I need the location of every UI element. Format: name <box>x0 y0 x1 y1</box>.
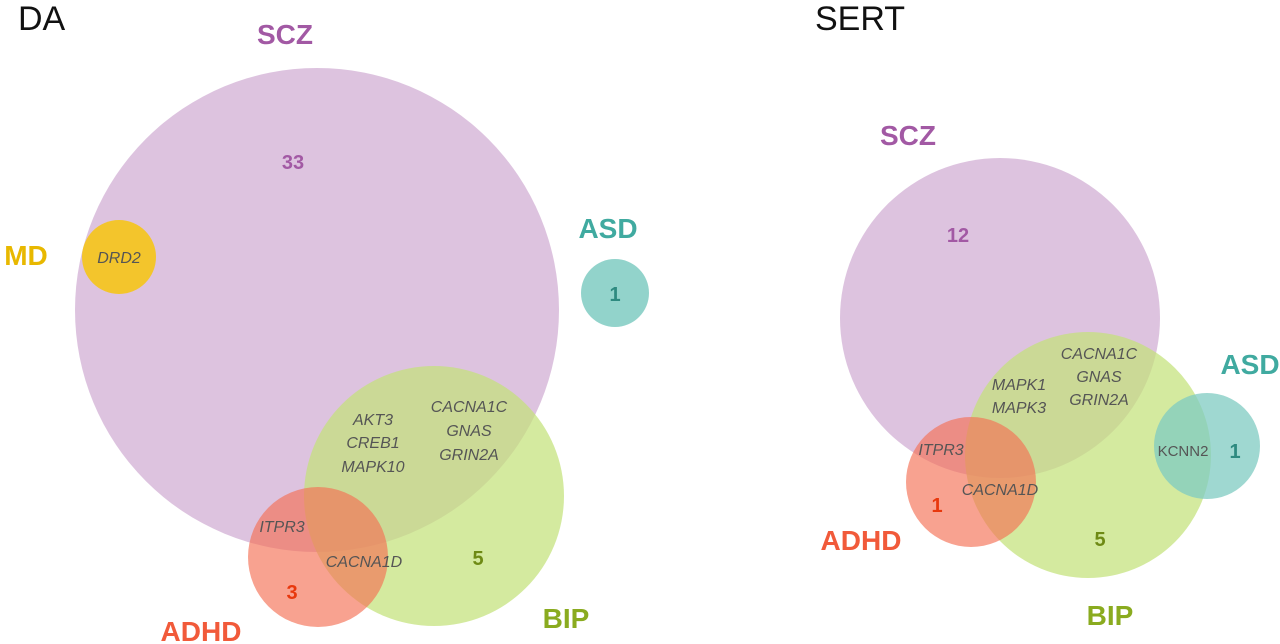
da-adhd-count: 3 <box>286 582 297 604</box>
sert-scz-adhd-gene: ITPR3 <box>918 442 963 459</box>
da-md-label: MD <box>4 240 48 271</box>
da-adhd-bip-gene: CACNA1D <box>326 554 403 571</box>
sert-scz-bip-gene-1: MAPK1 <box>992 377 1046 394</box>
sert-asd-bip-gene: KCNN2 <box>1158 443 1209 460</box>
sert-adhd-bip-gene: CACNA1D <box>962 482 1039 499</box>
da-scz-bip-gene-2: CREB1 <box>346 435 399 452</box>
sert-asd-circle <box>1154 393 1260 499</box>
da-adhd-circle <box>248 487 388 627</box>
sert-title: SERT <box>815 0 905 38</box>
sert-scz-count: 12 <box>947 225 969 247</box>
da-scz-count: 33 <box>282 152 304 174</box>
da-asd-count: 1 <box>609 284 620 306</box>
sert-adhd-label: ADHD <box>821 525 902 556</box>
da-asd-label: ASD <box>578 213 637 244</box>
sert-shared-gene-2: GNAS <box>1076 369 1122 386</box>
sert-adhd-circle <box>906 417 1036 547</box>
sert-asd-label: ASD <box>1220 349 1279 380</box>
da-shared-gene-2: GNAS <box>446 423 492 440</box>
da-adhd-label: ADHD <box>161 616 242 644</box>
da-md-gene: DRD2 <box>97 250 141 267</box>
da-bip-label: BIP <box>543 603 590 634</box>
da-scz-label: SCZ <box>257 19 313 50</box>
da-shared-gene-3: GRIN2A <box>439 447 499 464</box>
da-scz-bip-gene-3: MAPK10 <box>341 459 404 476</box>
sert-panel: SERT SCZ ASD ADHD BIP 12 1 1 5 CACNA1C G… <box>815 0 1280 631</box>
sert-scz-bip-gene-2: MAPK3 <box>992 400 1046 417</box>
sert-bip-label: BIP <box>1087 600 1134 631</box>
sert-shared-gene-3: GRIN2A <box>1069 392 1129 409</box>
sert-adhd-count: 1 <box>931 495 942 517</box>
sert-bip-count: 5 <box>1094 529 1105 551</box>
da-shared-gene-1: CACNA1C <box>431 399 508 416</box>
da-md-circle <box>82 220 156 294</box>
sert-scz-label: SCZ <box>880 120 936 151</box>
da-scz-adhd-gene: ITPR3 <box>259 519 304 536</box>
sert-bip-circle <box>965 332 1211 578</box>
da-panel: DA SCZ MD ASD ADHD BIP 33 1 3 5 DRD2 AKT… <box>4 0 649 644</box>
da-asd-circle <box>581 259 649 327</box>
da-scz-bip-gene-1: AKT3 <box>352 412 393 429</box>
sert-asd-count: 1 <box>1229 441 1240 463</box>
sert-shared-gene-1: CACNA1C <box>1061 346 1138 363</box>
da-bip-count: 5 <box>472 548 483 570</box>
da-title: DA <box>18 0 66 38</box>
